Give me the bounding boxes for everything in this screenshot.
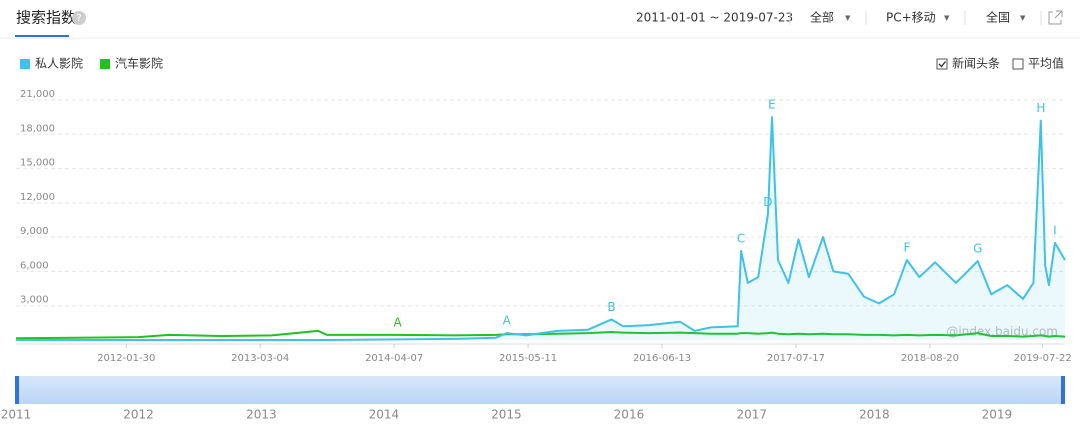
navigator-year: 2012 [123,408,154,422]
x-tick-label: 2018-08-20 [901,353,959,364]
dropdown-arrow: ▼ [1020,14,1026,22]
navigator-year: 2015 [491,408,522,422]
x-tick-label: 2017-07-17 [767,353,825,364]
annotation: C [737,231,745,245]
device-select[interactable]: PC+移动 [886,11,936,25]
y-tick-label: 12,000 [20,192,55,203]
navigator-year: 2014 [369,408,400,422]
series-line [15,329,1066,340]
legend-label: 汽车影院 [115,56,163,71]
region-select[interactable]: 全国 [986,10,1010,25]
x-tick-label: 2012-01-30 [97,353,155,364]
navigator-year: 2018 [859,408,890,422]
option-label[interactable]: 平均值 [1028,56,1064,71]
annotation: A [503,314,512,328]
x-tick-label: 2019-07-22 [1014,353,1072,364]
y-tick-label: 18,000 [20,123,55,134]
checkbox[interactable] [936,58,948,70]
navigator-year: 2013 [246,408,277,422]
annotation: H [1036,101,1045,115]
annotation: A [394,315,403,329]
help-icon[interactable] [72,11,86,25]
navigator-handle[interactable] [1061,376,1065,404]
y-tick-label: 3,000 [20,295,49,306]
navigator-year: 2019 [982,408,1013,422]
scope-select[interactable]: 全部 [810,10,834,25]
option-label[interactable]: 新闻头条 [952,56,1000,71]
navigator-handle[interactable] [15,376,19,404]
checkbox[interactable] [1012,58,1024,70]
legend-label: 私人影院 [35,57,83,71]
export-icon[interactable] [1048,10,1063,25]
watermark: @index.baidu.com [946,325,1058,339]
y-tick-label: 9,000 [20,226,49,237]
navigator[interactable] [16,376,1065,404]
annotation: D [763,195,772,209]
y-tick-label: 6,000 [20,260,49,271]
date-range[interactable]: 2011-01-01 ~ 2019-07-23 [636,11,793,25]
page-title: 搜索指数 [16,9,76,27]
x-tick-label: 2015-05-11 [499,353,557,364]
legend-swatch [100,59,111,69]
annotation: B [607,300,615,314]
series-line [16,116,1066,341]
help-icon-glyph: ? [76,13,81,24]
y-tick-label: 21,000 [20,89,55,100]
x-tick-label: 2013-03-04 [231,353,289,364]
x-tick-label: 2014-04-07 [365,353,423,364]
annotation: F [903,241,910,255]
checkmark [938,61,947,68]
navigator-year: 2011 [1,408,32,422]
annotation: I [1053,223,1057,237]
navigator-year: 2017 [737,408,768,422]
y-tick-label: 15,000 [20,158,55,169]
tab-underline [15,35,69,37]
x-tick-label: 2016-06-13 [633,353,691,364]
legend-swatch [20,59,30,69]
series-area [16,117,1065,340]
annotation: E [768,98,776,112]
navigator-year: 2016 [614,408,645,422]
annotation: G [973,242,982,256]
dropdown-arrow: ▼ [944,14,950,22]
dropdown-arrow: ▼ [845,14,851,22]
